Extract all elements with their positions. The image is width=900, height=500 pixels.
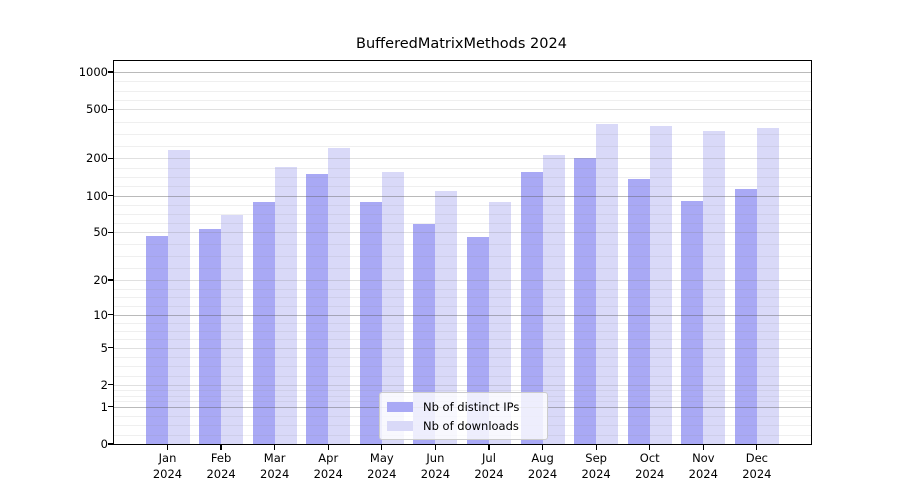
bar-downloads [381, 172, 404, 444]
x-tick-label: Aug 2024 [527, 451, 558, 481]
bar-distinct-ips [413, 223, 436, 444]
y-tick-mark [107, 314, 113, 316]
x-tick-label: Dec 2024 [742, 451, 772, 481]
x-tick-mark [274, 445, 276, 451]
x-tick-label: Jun 2024 [420, 451, 451, 481]
x-tick-label: Sep 2024 [581, 451, 611, 481]
x-tick-mark [702, 445, 704, 451]
legend: Nb of distinct IPs Nb of downloads [379, 392, 548, 440]
y-tick-mark [107, 346, 113, 349]
y-tick-mark [107, 194, 113, 197]
y-tick-label: 50 [93, 225, 108, 240]
x-tick-label: Jul 2024 [474, 451, 504, 481]
legend-swatch-distinct-ips [387, 401, 413, 412]
x-tick-mark [595, 445, 597, 451]
gridline [114, 81, 811, 83]
bar-downloads [649, 125, 672, 444]
y-tick-mark [107, 231, 113, 233]
legend-label-distinct-ips: Nb of distinct IPs [423, 399, 520, 414]
x-tick-label: Jan 2024 [152, 451, 183, 481]
bar-downloads [221, 215, 244, 444]
legend-item-distinct-ips: Nb of distinct IPs [380, 399, 547, 415]
y-tick-label: 500 [86, 102, 108, 117]
bar-downloads [703, 130, 726, 444]
bar-distinct-ips [574, 157, 597, 444]
y-tick-label: 1000 [78, 65, 108, 80]
bar-downloads [488, 201, 511, 444]
x-tick-mark [649, 445, 651, 451]
x-tick-label: Feb 2024 [206, 451, 236, 481]
legend-label-downloads: Nb of downloads [423, 418, 519, 433]
legend-swatch-downloads [387, 420, 413, 431]
x-tick-label: May 2024 [367, 451, 397, 481]
bar-distinct-ips [252, 202, 275, 444]
bar-distinct-ips [681, 200, 704, 444]
bar-distinct-ips [199, 229, 222, 444]
y-tick-label: 200 [86, 151, 108, 166]
bar-distinct-ips [306, 174, 329, 444]
x-tick-label: Apr 2024 [313, 451, 343, 481]
x-tick-mark [166, 445, 169, 451]
bar-distinct-ips [359, 201, 382, 444]
x-tick-label: Mar 2024 [260, 451, 290, 481]
bar-downloads [328, 148, 351, 444]
x-tick-label: Nov 2024 [688, 451, 718, 481]
y-tick-mark [107, 108, 113, 110]
bar-downloads [435, 190, 458, 444]
y-tick-mark [107, 279, 113, 281]
gridline [114, 121, 811, 123]
plot-area: 0 1 2 5 10 20 50 100 200 500 1000 Jan 2024 Feb 2024 M… [79, 60, 812, 481]
gridline [114, 72, 811, 74]
x-tick-mark [541, 445, 544, 451]
bar-downloads [542, 154, 565, 444]
x-tick-mark [434, 445, 436, 451]
x-tick-mark [488, 445, 490, 451]
y-tick-label: 5 [100, 340, 108, 355]
bar-distinct-ips [627, 179, 650, 444]
bar-distinct-ips [734, 188, 757, 444]
gridline [114, 99, 811, 101]
y-tick-mark [107, 71, 113, 73]
y-tick-mark [107, 157, 113, 160]
y-tick-label: 1 [100, 399, 108, 414]
gridline [114, 90, 811, 92]
x-tick-mark [381, 445, 383, 451]
legend-item-downloads: Nb of downloads [380, 418, 547, 434]
x-tick-mark [756, 445, 758, 451]
x-tick-mark [220, 445, 222, 451]
y-tick-label: 100 [86, 188, 108, 203]
y-tick-mark [107, 384, 113, 386]
y-tick-label: 2 [100, 377, 108, 392]
y-tick-label: 10 [93, 307, 108, 322]
bar-distinct-ips [145, 235, 168, 444]
chart-title: BufferedMatrixMethods 2024 [356, 36, 567, 52]
y-tick-label: 0 [100, 437, 108, 451]
bar-distinct-ips [520, 171, 543, 444]
y-tick-mark [107, 406, 113, 408]
x-tick-mark [327, 445, 329, 451]
y-tick-label: 20 [93, 273, 108, 288]
x-tick-label: Oct 2024 [635, 451, 665, 481]
gridline [114, 109, 811, 111]
y-tick-mark [107, 443, 113, 445]
bar-downloads [274, 166, 297, 444]
bar-downloads [167, 149, 190, 444]
bar-downloads [756, 127, 779, 444]
bar-downloads [596, 123, 619, 444]
